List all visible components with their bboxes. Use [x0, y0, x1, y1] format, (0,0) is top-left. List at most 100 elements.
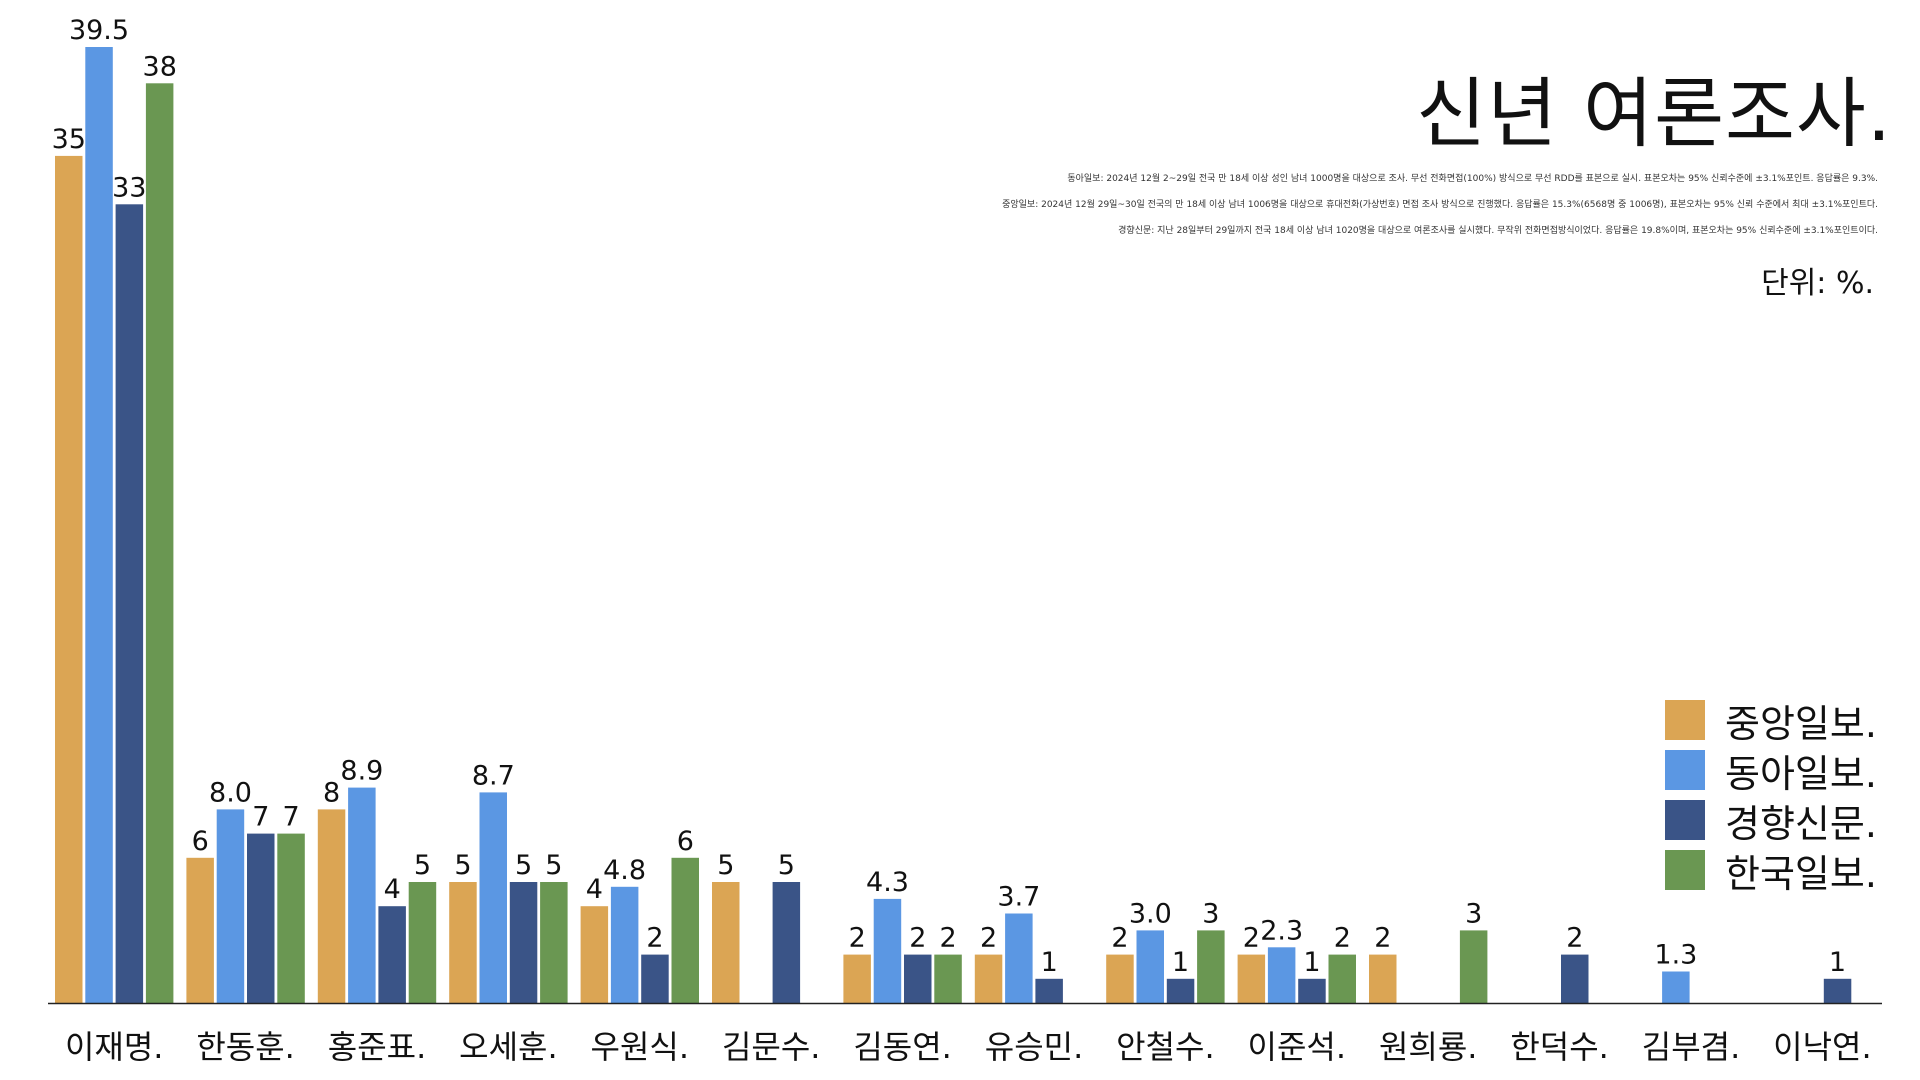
data-label: 38	[143, 51, 177, 82]
data-label: 2	[1243, 923, 1260, 954]
data-label: 3	[1465, 898, 1482, 929]
bar	[378, 906, 406, 1003]
bar	[580, 906, 609, 1003]
data-label: 3	[1202, 898, 1219, 929]
legend-item-donga: 동아일보.	[1665, 745, 1877, 796]
legend-item-kyunghyang: 경향신문.	[1665, 795, 1877, 846]
data-label: 2	[1111, 923, 1128, 954]
data-label: 8	[323, 777, 340, 808]
category-label: 김부겸.	[1642, 1028, 1741, 1066]
bar	[408, 882, 437, 1003]
category-label: 이낙연.	[1773, 1028, 1872, 1066]
bar	[145, 83, 174, 1004]
category-label: 홍준표.	[328, 1028, 427, 1066]
bar	[1197, 930, 1225, 1003]
data-label: 5	[515, 850, 532, 881]
unit-label: 단위: %.	[1761, 266, 1874, 301]
data-label: 3.7	[997, 882, 1040, 913]
category-label: 김문수.	[722, 1028, 821, 1066]
bar	[1662, 971, 1690, 1003]
data-label: 5	[545, 850, 562, 881]
bar	[772, 882, 801, 1003]
bar	[216, 809, 245, 1003]
data-label: 4	[586, 874, 603, 905]
data-label: 8.9	[340, 756, 383, 787]
legend-swatch	[1665, 850, 1705, 890]
chart-title: 신년 여론조사.	[1416, 69, 1892, 158]
category-label: 원희룡.	[1379, 1028, 1478, 1066]
data-label: 8.0	[209, 777, 252, 808]
legend-swatch	[1665, 700, 1705, 740]
bar	[934, 954, 962, 1003]
data-label: 4.8	[603, 855, 646, 886]
bar	[85, 47, 113, 1003]
bar	[115, 204, 144, 1004]
bar	[610, 886, 639, 1003]
data-label: 2	[909, 923, 926, 954]
data-label: 7	[283, 802, 300, 833]
legend: 중앙일보. 동아일보. 경향신문. 한국일보.	[1665, 695, 1877, 896]
bar	[1459, 930, 1488, 1003]
bar	[348, 787, 376, 1003]
bar	[873, 898, 902, 1003]
legend-item-joongang: 중앙일보.	[1665, 695, 1877, 746]
category-label: 안철수.	[1116, 1028, 1215, 1066]
bar	[1267, 947, 1296, 1003]
data-label: 1	[1172, 947, 1189, 978]
bar	[1136, 930, 1164, 1003]
bar	[1106, 954, 1134, 1003]
data-label: 2.3	[1260, 915, 1303, 946]
bar	[843, 954, 871, 1003]
bar	[540, 882, 568, 1003]
data-label: 5	[454, 850, 471, 881]
bar	[712, 882, 740, 1003]
category-label: 유승민.	[985, 1028, 1084, 1066]
data-label: 39.5	[69, 15, 129, 46]
data-label: 4	[384, 874, 401, 905]
survey-note-joongang: 중앙일보: 2024년 12월 29일~30일 전국의 만 18세 이상 남녀 …	[1002, 200, 1878, 210]
bar	[1298, 978, 1326, 1003]
legend-label: 한국일보.	[1725, 851, 1877, 896]
legend-label: 중앙일보.	[1725, 701, 1877, 746]
bar	[1237, 954, 1266, 1003]
bar	[317, 809, 346, 1003]
bar	[247, 833, 275, 1003]
data-label: 5	[717, 850, 734, 881]
bar	[641, 954, 669, 1003]
data-label: 2	[646, 923, 663, 954]
category-label: 이준석.	[1248, 1028, 1347, 1066]
bar	[671, 857, 699, 1003]
category-label: 오세훈.	[459, 1028, 558, 1066]
category-label: 우원식.	[591, 1028, 690, 1066]
data-label: 2	[1334, 923, 1351, 954]
category-label: 김동연.	[853, 1028, 952, 1066]
data-label: 6	[192, 826, 209, 857]
data-label: 6	[677, 826, 694, 857]
data-label: 7	[252, 802, 269, 833]
bar	[449, 882, 477, 1003]
data-label: 1	[1303, 947, 1320, 978]
data-label: 8.7	[472, 760, 515, 791]
bar	[1035, 978, 1063, 1003]
survey-note-donga: 동아일보: 2024년 12월 2~29일 전국 만 18세 이상 성인 남녀 …	[1067, 174, 1878, 184]
legend-swatch	[1665, 750, 1705, 790]
category-label: 한동훈.	[196, 1028, 295, 1066]
category-label: 이재명.	[65, 1028, 164, 1066]
bar	[1005, 913, 1033, 1003]
data-label: 4.3	[866, 867, 909, 898]
bar	[186, 857, 214, 1003]
category-label: 한덕수.	[1510, 1028, 1609, 1066]
legend-label: 경향신문.	[1725, 801, 1877, 846]
data-label: 2	[1566, 923, 1583, 954]
data-label: 5	[778, 850, 795, 881]
bar	[974, 954, 1003, 1003]
bar	[55, 155, 83, 1003]
bar	[904, 954, 932, 1003]
data-label: 5	[414, 850, 431, 881]
bar	[479, 792, 507, 1003]
data-label: 2	[940, 923, 957, 954]
data-label: 1	[1829, 947, 1846, 978]
bar	[1369, 954, 1397, 1003]
bar	[509, 882, 538, 1003]
data-label: 2	[1374, 923, 1391, 954]
